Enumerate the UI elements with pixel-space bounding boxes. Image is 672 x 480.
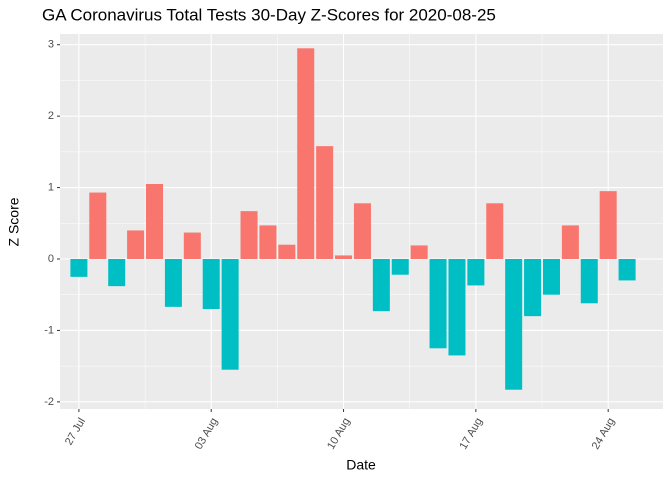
y-axis-title: Z Score [6,197,22,246]
bar [561,225,579,259]
y-tick-label: -1 [44,324,54,336]
bar [240,211,258,259]
y-tick-label: 3 [48,39,54,51]
x-tick-label: 17 Aug [457,416,485,452]
bar [448,259,466,356]
y-tick-label: 0 [48,253,54,265]
bar [221,259,239,370]
x-tick-label: 03 Aug [193,416,221,452]
bar [505,259,523,390]
bar [89,192,107,259]
bar [259,225,277,259]
bar [410,245,428,259]
bar [486,203,504,259]
bar [542,259,560,295]
bar [335,255,353,259]
y-tick-label: 2 [48,110,54,122]
bar [108,259,126,287]
y-tick-label: 1 [48,181,54,193]
x-axis-title: Date [346,457,376,473]
bar [316,146,334,259]
bar [202,259,220,309]
chart-title: GA Coronavirus Total Tests 30-Day Z-Scor… [42,5,496,24]
bar [467,259,485,286]
bar [146,184,164,259]
bar [297,48,315,260]
x-tick-label: 24 Aug [590,416,618,452]
bar [183,232,201,259]
bar [164,259,182,307]
bar [278,244,296,259]
grid [60,34,663,409]
bar [391,259,409,275]
bar [429,259,447,349]
bar [70,259,88,277]
x-tick-label: 27 Jul [63,416,88,447]
bar [127,230,145,259]
x-tick-label: 10 Aug [325,416,353,452]
bar [353,203,371,259]
bar [524,259,542,317]
bar [580,259,598,304]
y-tick-label: -2 [44,396,54,408]
bar [372,259,390,312]
bar [599,191,617,259]
bar [618,259,636,281]
